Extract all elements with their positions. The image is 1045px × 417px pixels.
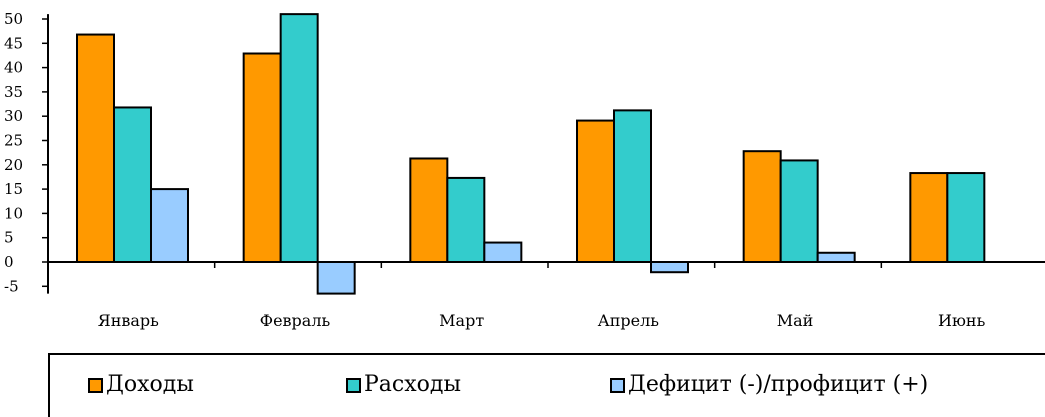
bar-income — [409, 157, 449, 263]
bar-expenses — [946, 172, 986, 263]
bar-income — [742, 150, 782, 263]
y-tick-label: 10 — [4, 204, 23, 222]
y-tick-label: -5 — [4, 277, 19, 295]
bars — [76, 13, 986, 295]
y-tick-label: 15 — [4, 180, 23, 198]
legend-label-expenses: Расходы — [364, 372, 461, 397]
bar-expenses — [446, 176, 486, 263]
legend-item-balance: Дефицит (-)/профицит (+) — [610, 373, 928, 397]
legend-swatch-balance — [610, 377, 625, 393]
category-label: Февраль — [260, 311, 331, 330]
y-tick-label: 0 — [4, 253, 14, 271]
legend-item-expenses: Расходы — [346, 373, 461, 397]
y-tick-label: 35 — [4, 83, 23, 101]
bar-expenses — [113, 106, 152, 264]
bar-balance — [316, 261, 356, 295]
category-label: Май — [777, 311, 814, 330]
bar-income — [242, 52, 282, 264]
bar-income — [909, 172, 949, 263]
bar-income — [76, 33, 115, 263]
y-tick-label: 25 — [4, 132, 23, 150]
x-axis — [48, 261, 1045, 268]
legend-label-balance: Дефицит (-)/профицит (+) — [628, 372, 929, 397]
bar-balance — [483, 241, 523, 263]
y-tick-label: 45 — [4, 34, 23, 52]
y-tick-label: 40 — [4, 59, 23, 77]
bar-balance — [650, 261, 689, 274]
category-label: Июнь — [938, 311, 986, 330]
bar-balance — [150, 188, 189, 264]
y-tick-label: 30 — [4, 107, 23, 125]
category-label: Март — [439, 311, 484, 330]
legend-item-income: Доходы — [88, 373, 194, 397]
category-labels: Январь Февраль Март Апрель Май Июнь — [98, 311, 986, 330]
legend: Доходы Расходы Дефицит (-)/профицит (+) — [48, 353, 1045, 417]
legend-swatch-expenses — [346, 377, 361, 393]
y-axis — [42, 14, 49, 294]
bar-expenses — [779, 159, 819, 263]
y-tick-label: 20 — [4, 156, 23, 174]
legend-label-income: Доходы — [106, 372, 194, 397]
legend-swatch-income — [88, 377, 103, 393]
bar-income — [576, 119, 615, 263]
bar-balance — [816, 251, 856, 264]
bar-expenses — [613, 109, 652, 263]
category-label: Январь — [98, 311, 159, 330]
bar-expenses — [279, 13, 319, 264]
y-tick-label: 5 — [4, 229, 14, 247]
y-tick-label: 50 — [4, 10, 23, 28]
category-label: Апрель — [598, 311, 660, 330]
